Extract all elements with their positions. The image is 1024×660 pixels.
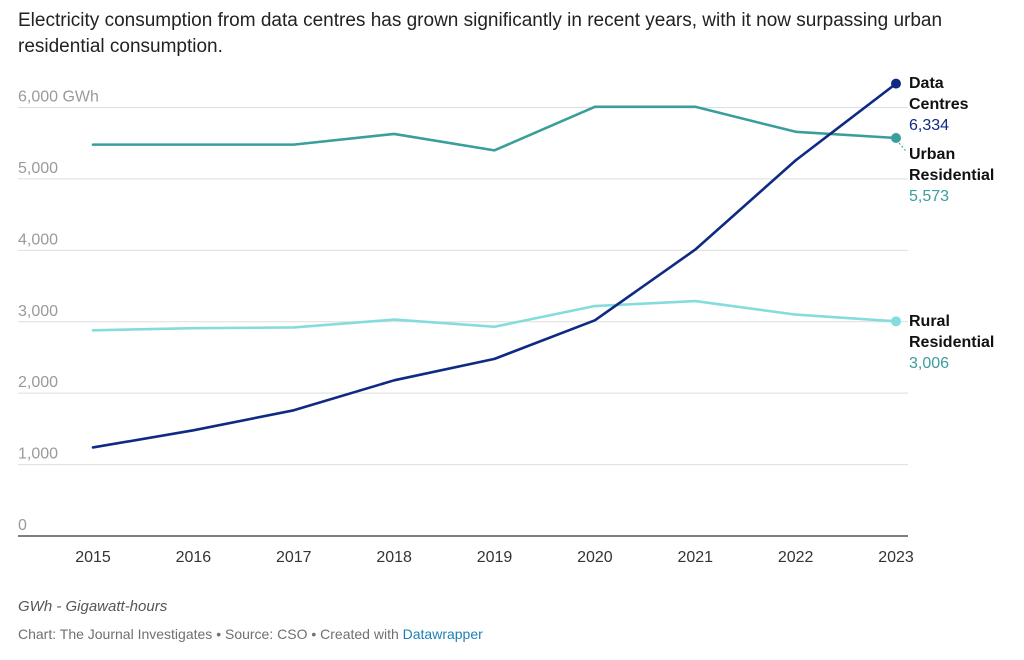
y-tick-label: 6,000 GWh: [18, 89, 99, 106]
x-tick-label: 2022: [778, 549, 814, 566]
y-tick-label: 3,000: [18, 303, 58, 320]
series-line: [91, 299, 898, 332]
series-end-point: [891, 132, 901, 143]
x-tick-label: 2018: [376, 549, 412, 566]
grid-lines: [18, 107, 908, 537]
x-tick-label: 2023: [878, 549, 914, 566]
footer-separator: •: [311, 626, 317, 642]
chart-notes: GWh - Gigawatt-hours: [18, 598, 168, 615]
y-tick-label: 4,000: [18, 231, 58, 248]
series-label: Centres: [909, 96, 969, 113]
chart-footer: Chart: The Journal Investigates • Source…: [18, 626, 483, 642]
series-labels: Urban Residential 5,573 Rural Residential 3,0…: [898, 75, 994, 372]
series-line: [91, 82, 898, 449]
x-tick-label: 2015: [75, 549, 111, 566]
y-tick-label: 2,000: [18, 374, 58, 391]
y-tick-label: 0: [18, 517, 27, 534]
series-value-label: 5,573: [909, 188, 949, 205]
x-tick-label: 2017: [276, 549, 312, 566]
x-tick-label: 2019: [477, 549, 513, 566]
y-tick-label: 1,000: [18, 446, 58, 463]
series-lines: [91, 78, 901, 449]
series-value-label: 6,334: [909, 117, 949, 134]
series-label: Residential: [909, 167, 994, 184]
series-label: Data: [909, 75, 944, 92]
chart-source: Source: CSO: [224, 626, 308, 642]
y-tick-label: 5,000: [18, 160, 58, 177]
chart-title: Electricity consumption from data centre…: [18, 10, 943, 57]
footer-separator: •: [216, 626, 222, 642]
series-end-point: [891, 316, 901, 327]
label-connector: [898, 142, 907, 152]
chart-credit: Chart: The Journal Investigates: [18, 626, 213, 642]
series-value-label: 3,006: [909, 355, 949, 372]
series-label: Residential: [909, 334, 994, 351]
y-axis: 0 1,000 2,000 3,000 4,000 5,000 6,000 GWh: [18, 89, 99, 535]
created-with-text: Created with: [320, 626, 399, 642]
x-tick-label: 2021: [677, 549, 713, 566]
datawrapper-link[interactable]: Datawrapper: [402, 626, 483, 642]
x-tick-label: 2020: [577, 549, 613, 566]
series-line: [91, 105, 898, 152]
series-label: Rural: [909, 313, 950, 330]
line-chart: 0 1,000 2,000 3,000 4,000 5,000 6,000 GWh 2015…: [18, 75, 994, 566]
series-label: Urban: [909, 146, 955, 163]
series-end-point: [891, 78, 901, 89]
x-tick-label: 2016: [176, 549, 212, 566]
x-axis: 2015 2016 2017 2018 2019 2020 2021 2022 2023: [75, 549, 914, 566]
